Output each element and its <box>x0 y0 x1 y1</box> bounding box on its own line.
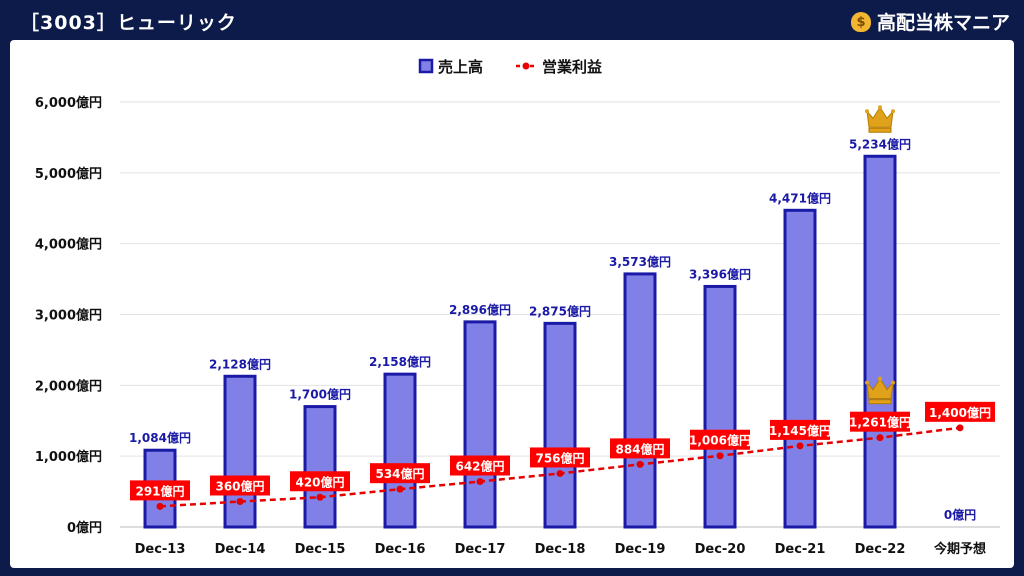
legend-label-profit: 営業利益 <box>542 58 602 76</box>
profit-data-label: 1,261億円 <box>849 415 911 430</box>
revenue-data-label: 2,158億円 <box>369 354 431 369</box>
revenue-bar <box>383 372 417 529</box>
x-tick-label: Dec-22 <box>855 542 906 557</box>
revenue-data-label: 3,396億円 <box>689 266 751 281</box>
profit-label-box <box>610 438 670 459</box>
revenue-data-label: 4,471億円 <box>769 190 831 205</box>
legend-label-revenue: 売上高 <box>438 58 483 76</box>
combo-chart: 0億円 1,000億円 2,000億円 3,000億円 4,000億円 5,000億円 6,… <box>35 58 1000 557</box>
profit-point <box>716 452 724 460</box>
profit-data-label: 360億円 <box>215 479 264 494</box>
revenue-data-label: 2,128億円 <box>209 356 271 371</box>
revenue-bar <box>863 154 897 529</box>
profit-point <box>556 469 564 477</box>
profit-label-box <box>690 429 750 450</box>
profit-label-box <box>290 471 350 492</box>
revenue-bar <box>303 405 337 529</box>
revenue-data-label: 2,875億円 <box>529 303 591 318</box>
profit-label-box <box>770 419 830 440</box>
x-tick-label: Dec-19 <box>615 542 666 557</box>
profit-point <box>156 502 164 510</box>
legend-marker-profit <box>522 62 530 70</box>
profit-data-label: 1,145億円 <box>769 423 831 438</box>
revenue-bar <box>783 208 817 529</box>
profit-data-label: 291億円 <box>135 483 184 498</box>
profit-point <box>956 424 964 432</box>
x-tick-label: Dec-20 <box>695 542 746 557</box>
profit-label-box <box>530 447 590 468</box>
revenue-data-label: 5,234億円 <box>849 136 911 151</box>
legend-swatch-revenue <box>418 58 434 74</box>
x-tick-label: Dec-15 <box>295 542 346 557</box>
profit-point <box>796 442 804 450</box>
y-tick-label: 6,000億円 <box>35 95 102 111</box>
profit-data-label: 884億円 <box>615 441 664 456</box>
y-tick-label: 5,000億円 <box>35 166 102 182</box>
x-tick-label: Dec-13 <box>135 542 186 557</box>
revenue-data-label: 3,573億円 <box>609 254 671 269</box>
profit-point <box>236 498 244 505</box>
y-tick-label: 0億円 <box>67 520 102 536</box>
x-tick-label: 今期予想 <box>933 541 986 557</box>
profit-label-box <box>130 480 190 501</box>
profit-data-label: 420億円 <box>295 474 344 489</box>
revenue-bar <box>463 320 497 529</box>
revenue-data-label: 0億円 <box>944 507 976 522</box>
profit-data-label: 642億円 <box>455 459 504 474</box>
y-tick-label: 2,000億円 <box>35 378 102 394</box>
x-tick-label: Dec-17 <box>455 542 506 557</box>
crown-icon <box>865 105 895 133</box>
x-tick-label: Dec-18 <box>535 542 586 557</box>
crown-icon <box>865 376 895 405</box>
profit-data-label: 1,006億円 <box>689 433 751 448</box>
x-tick-label: Dec-14 <box>215 542 266 557</box>
profit-label-box <box>925 401 995 422</box>
profit-data-label: 534億円 <box>375 466 424 481</box>
revenue-bar <box>703 284 737 529</box>
profit-data-label: 756億円 <box>535 450 584 465</box>
money-bag-icon: $ <box>850 11 871 32</box>
y-tick-label: 3,000億円 <box>35 308 102 324</box>
revenue-data-label: 1,700億円 <box>289 387 351 402</box>
brand-logo: $ 高配当株マニア <box>850 8 1010 35</box>
y-tick-label: 1,000億円 <box>35 449 102 465</box>
x-tick-label: Dec-16 <box>375 542 426 557</box>
y-tick-label: 4,000億円 <box>35 237 102 253</box>
header-bar: ［3003］ヒューリック $ 高配当株マニア <box>0 0 1024 40</box>
revenue-bar <box>623 272 657 529</box>
revenue-bar <box>543 321 577 529</box>
brand-name: 高配当株マニア <box>876 12 1010 34</box>
profit-label-box <box>210 475 270 496</box>
profit-point <box>636 460 644 468</box>
profit-label-box <box>370 463 430 484</box>
revenue-data-label: 2,896億円 <box>449 302 511 317</box>
page-title: ［3003］ヒューリック <box>20 12 237 34</box>
profit-point <box>316 493 324 501</box>
profit-label-box <box>850 411 910 432</box>
revenue-data-label: 1,084億円 <box>129 430 191 445</box>
x-tick-label: Dec-21 <box>775 542 826 557</box>
profit-point <box>396 485 404 493</box>
profit-point <box>876 434 884 442</box>
profit-point <box>476 478 484 486</box>
profit-label-box <box>450 455 510 476</box>
profit-data-label: 1,400億円 <box>929 405 991 420</box>
chart-panel: 0億円 1,000億円 2,000億円 3,000億円 4,000億円 5,000億円 6,… <box>10 40 1014 568</box>
